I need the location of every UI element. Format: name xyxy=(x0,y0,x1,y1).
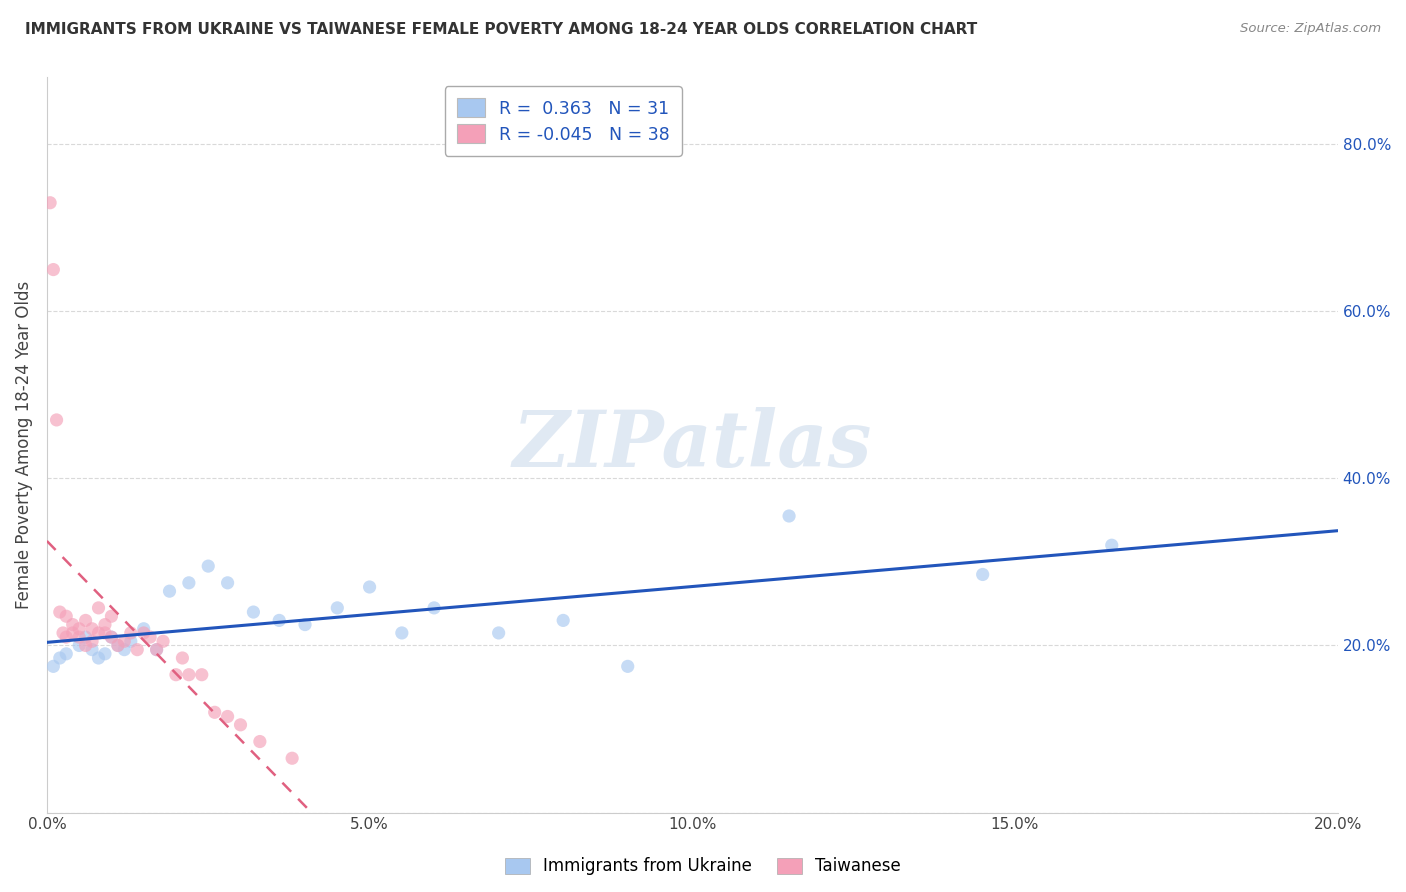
Point xyxy=(281,751,304,765)
Point xyxy=(423,600,446,615)
Point xyxy=(100,630,122,644)
Point xyxy=(177,667,200,681)
Point xyxy=(139,630,162,644)
Point xyxy=(112,642,135,657)
Point xyxy=(75,630,97,644)
Point xyxy=(120,626,142,640)
Point xyxy=(249,734,271,748)
Point xyxy=(87,651,110,665)
Point xyxy=(94,626,117,640)
Point xyxy=(94,647,117,661)
Point xyxy=(127,642,149,657)
Point xyxy=(49,651,72,665)
Point xyxy=(80,642,103,657)
Point xyxy=(62,617,84,632)
Point xyxy=(55,647,77,661)
Text: Source: ZipAtlas.com: Source: ZipAtlas.com xyxy=(1240,22,1381,36)
Text: IMMIGRANTS FROM UKRAINE VS TAIWANESE FEMALE POVERTY AMONG 18-24 YEAR OLDS CORREL: IMMIGRANTS FROM UKRAINE VS TAIWANESE FEM… xyxy=(25,22,977,37)
Point xyxy=(62,626,84,640)
Point xyxy=(42,659,65,673)
Point xyxy=(67,639,90,653)
Point xyxy=(488,626,510,640)
Point xyxy=(326,600,349,615)
Point xyxy=(294,617,316,632)
Point xyxy=(80,622,103,636)
Text: ZIPatlas: ZIPatlas xyxy=(513,407,872,483)
Point xyxy=(553,614,575,628)
Point xyxy=(87,600,110,615)
Point xyxy=(87,626,110,640)
Point xyxy=(75,639,97,653)
Point xyxy=(152,634,174,648)
Point xyxy=(217,709,239,723)
Point xyxy=(100,609,122,624)
Point xyxy=(217,575,239,590)
Point xyxy=(204,706,226,720)
Point xyxy=(94,617,117,632)
Point xyxy=(67,622,90,636)
Point xyxy=(80,634,103,648)
Point xyxy=(120,634,142,648)
Point xyxy=(132,626,155,640)
Point xyxy=(132,622,155,636)
Point xyxy=(75,614,97,628)
Point xyxy=(165,667,187,681)
Y-axis label: Female Poverty Among 18-24 Year Olds: Female Poverty Among 18-24 Year Olds xyxy=(15,281,32,609)
Point xyxy=(112,634,135,648)
Point xyxy=(42,262,65,277)
Point xyxy=(107,639,129,653)
Point xyxy=(55,609,77,624)
Point xyxy=(229,718,252,732)
Point xyxy=(269,614,291,628)
Point xyxy=(145,642,167,657)
Point xyxy=(197,559,219,574)
Point xyxy=(55,630,77,644)
Point xyxy=(177,575,200,590)
Point xyxy=(778,508,800,523)
Point xyxy=(391,626,413,640)
Point xyxy=(52,626,75,640)
Point xyxy=(359,580,381,594)
Point xyxy=(45,413,67,427)
Legend: R =  0.363   N = 31, R = -0.045   N = 38: R = 0.363 N = 31, R = -0.045 N = 38 xyxy=(444,87,682,156)
Point xyxy=(172,651,194,665)
Point xyxy=(145,642,167,657)
Point xyxy=(159,584,181,599)
Point xyxy=(972,567,994,582)
Point xyxy=(242,605,264,619)
Point xyxy=(39,195,62,210)
Point xyxy=(1101,538,1123,552)
Point xyxy=(100,630,122,644)
Point xyxy=(107,639,129,653)
Point xyxy=(191,667,214,681)
Point xyxy=(616,659,638,673)
Legend: Immigrants from Ukraine, Taiwanese: Immigrants from Ukraine, Taiwanese xyxy=(496,849,910,884)
Point xyxy=(67,630,90,644)
Point xyxy=(49,605,72,619)
